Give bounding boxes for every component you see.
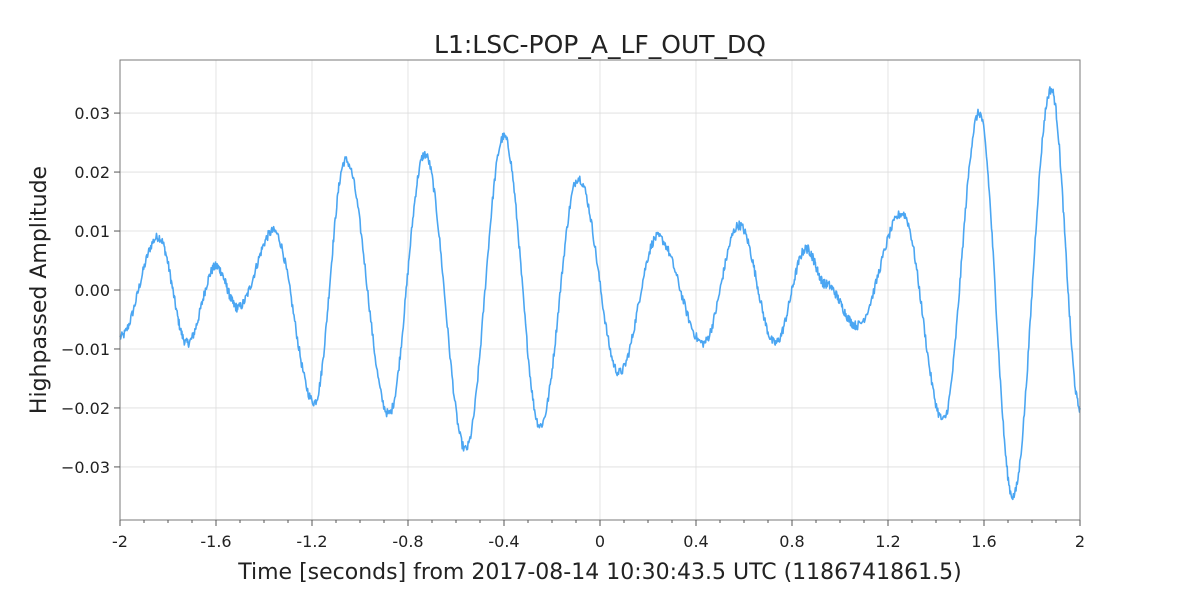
x-tick-label: -1.6 bbox=[200, 532, 231, 551]
y-tick-label: 0.03 bbox=[74, 104, 110, 123]
x-tick-label: -0.8 bbox=[392, 532, 423, 551]
y-tick-label: −0.01 bbox=[61, 340, 110, 359]
x-tick-label: -1.2 bbox=[296, 532, 327, 551]
y-tick-label: −0.03 bbox=[61, 458, 110, 477]
x-axis-label: Time [seconds] from 2017-08-14 10:30:43.… bbox=[237, 560, 961, 585]
x-tick-label: 0.8 bbox=[779, 532, 804, 551]
chart-title: L1:LSC-POP_A_LF_OUT_DQ bbox=[434, 30, 766, 59]
x-tick-label: -2 bbox=[112, 532, 128, 551]
x-tick-label: 0.4 bbox=[683, 532, 708, 551]
x-axis-ticks: -2 -1.6 -1.2 -0.8 -0.4 0 0.4 0.8 1.2 1.6 2 bbox=[112, 520, 1085, 551]
y-tick-label: 0.02 bbox=[74, 163, 110, 182]
y-tick-label: −0.02 bbox=[61, 399, 110, 418]
x-tick-label: 0 bbox=[595, 532, 605, 551]
series-layer bbox=[119, 86, 1081, 501]
y-tick-label: 0.01 bbox=[74, 222, 110, 241]
series-line bbox=[119, 86, 1081, 501]
x-tick-label: 1.6 bbox=[971, 532, 996, 551]
y-axis-label: Highpassed Amplitude bbox=[27, 166, 52, 414]
x-tick-label: 2 bbox=[1075, 532, 1085, 551]
x-tick-label: -0.4 bbox=[488, 532, 519, 551]
y-tick-label: 0.00 bbox=[74, 281, 110, 300]
y-axis-ticks: −0.03 −0.02 −0.01 0.00 0.01 0.02 0.03 bbox=[61, 104, 120, 477]
x-tick-label: 1.2 bbox=[875, 532, 900, 551]
